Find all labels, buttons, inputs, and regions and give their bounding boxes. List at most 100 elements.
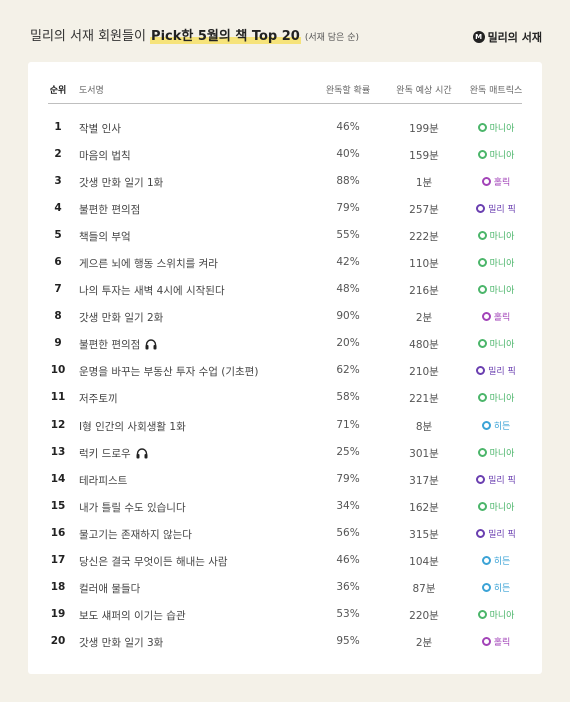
rank-cell: 6 (54, 256, 62, 269)
headline-subtitle: (서재 담은 순) (304, 33, 359, 43)
title-cell: 물고기는 존재하지 않는다 (79, 527, 192, 542)
matrix-badge: 홀릭 (481, 310, 510, 323)
matrix-label: 홀릭 (493, 178, 511, 189)
probability-cell: 53% (336, 607, 360, 620)
table-row: 3 갓생 만화 일기 1화 88% 1분 홀릭 (48, 169, 522, 196)
time-cell: 2분 (415, 312, 433, 325)
title-cell: 갓생 만화 일기 3화 (79, 635, 163, 650)
matrix-label: 마니아 (489, 502, 515, 513)
matrix-badge: 마니아 (477, 500, 515, 513)
probability-cell: 79% (336, 202, 360, 215)
time-cell: 104분 (409, 555, 439, 568)
matrix-cell: 마니아 (456, 391, 536, 405)
book-title: 책들의 부엌 (79, 231, 131, 244)
title-cell: 운명을 바꾸는 부동산 투자 수업 (기초편) (79, 364, 258, 379)
matrix-label: 홀릭 (493, 637, 511, 648)
probability-cell: 95% (336, 634, 360, 647)
rank-cell: 1 (54, 121, 62, 133)
matrix-label: 마니아 (489, 259, 515, 270)
time-cell: 159분 (409, 150, 439, 163)
title-cell: 마음의 법칙 (79, 148, 131, 163)
matrix-cell: 히든 (456, 419, 536, 433)
table-row: 10 운명을 바꾸는 부동산 투자 수업 (기초편) 62% 210분 밀리 픽 (48, 358, 522, 385)
matrix-badge: 마니아 (477, 229, 514, 242)
matrix-badge: 홀릭 (481, 635, 511, 648)
rank-cell: 20 (50, 634, 66, 647)
title-cell: 테라피스트 (79, 473, 127, 488)
matrix-cell: 마니아 (456, 608, 536, 622)
headline: 밀리의 서재 회원들이 Pick한 5월의 책 Top 20 (서재 담은 순) (30, 28, 359, 47)
table-row: 11 저주토끼 58% 221분 마니아 (48, 385, 522, 412)
time-cell: 221분 (409, 393, 439, 406)
book-title: 저주토끼 (79, 393, 118, 406)
table-row: 14 테라피스트 79% 317분 밀리 픽 (48, 467, 522, 494)
book-title: 테라피스트 (79, 474, 128, 487)
title-cell: 책들의 부엌 (79, 229, 131, 244)
rank-cell: 13 (50, 445, 66, 458)
probability-cell: 25% (336, 445, 360, 458)
time-cell: 210분 (409, 366, 439, 379)
matrix-label: 밀리 픽 (488, 529, 516, 540)
title-cell: 갓생 만화 일기 1화 (79, 175, 163, 190)
headphones-icon (136, 447, 148, 459)
book-title: 운명을 바꾸는 부동산 투자 수업 (기초편) (79, 366, 259, 379)
matrix-dot-icon (476, 366, 486, 376)
title-cell: 내가 틀릴 수도 있습니다 (79, 500, 186, 515)
matrix-label: 밀리 픽 (488, 475, 516, 486)
brand-name: 밀리의 서재 (487, 31, 542, 44)
matrix-badge: 밀리 픽 (476, 527, 516, 540)
time-cell: 257분 (409, 204, 439, 217)
ranking-card: 순위 도서명 완독할 확률 완독 예상 시간 완독 매트릭스 1 작별 인사 4… (28, 62, 542, 674)
matrix-cell: 마니아 (456, 446, 536, 460)
matrix-dot-icon (481, 555, 491, 565)
table-row: 9 불편한 편의점 20% 480분 마니아 (48, 331, 522, 358)
title-cell: 럭키 드로우 (79, 446, 148, 461)
table-header: 순위 도서명 완독할 확률 완독 예상 시간 완독 매트릭스 (48, 75, 522, 104)
book-title: 갓생 만화 일기 1화 (79, 177, 164, 190)
probability-cell: 56% (336, 526, 360, 539)
book-title: 물고기는 존재하지 않는다 (79, 528, 192, 541)
matrix-cell: 마니아 (456, 121, 536, 135)
rank-cell: 10 (50, 364, 66, 377)
matrix-dot-icon (476, 474, 486, 484)
matrix-dot-icon (477, 258, 487, 268)
table-row: 4 불편한 편의점 79% 257분 밀리 픽 (48, 196, 522, 223)
headphones-icon (145, 339, 157, 350)
matrix-cell: 마니아 (456, 337, 536, 351)
matrix-badge: 마니아 (477, 256, 515, 270)
rank-cell: 7 (54, 283, 62, 296)
matrix-dot-icon (481, 177, 491, 187)
column-header-title: 도서명 (79, 86, 104, 96)
matrix-dot-icon (476, 204, 486, 214)
table-row: 8 갓생 만화 일기 2화 90% 2분 홀릭 (48, 304, 522, 331)
matrix-cell: 밀리 픽 (456, 527, 536, 541)
rank-cell: 9 (54, 337, 62, 350)
matrix-label: 마니아 (489, 151, 515, 162)
time-cell: 1분 (415, 177, 433, 190)
table-row: 15 내가 틀릴 수도 있습니다 34% 162분 마니아 (48, 494, 522, 521)
matrix-cell: 홀릭 (456, 310, 536, 324)
book-title: 보도 섀퍼의 이기는 습관 (79, 609, 186, 622)
table-row: 5 책들의 부엌 55% 222분 마니아 (48, 223, 522, 250)
matrix-badge: 마니아 (477, 608, 515, 621)
book-title: 마음의 법칙 (79, 150, 131, 163)
matrix-cell: 마니아 (456, 256, 536, 270)
matrix-label: 마니아 (489, 610, 515, 621)
title-cell: 컬러애 물들다 (79, 581, 140, 596)
rank-cell: 19 (50, 607, 66, 620)
book-title: 작별 인사 (79, 123, 121, 135)
table-row: 18 컬러애 물들다 36% 87분 히든 (48, 575, 522, 602)
table-row: 16 물고기는 존재하지 않는다 56% 315분 밀리 픽 (48, 521, 522, 548)
book-title: I형 인간의 사회생활 1화 (79, 420, 186, 433)
title-cell: 나의 투자는 새벽 4시에 시작된다 (79, 283, 225, 298)
matrix-label: 마니아 (489, 340, 515, 351)
rank-cell: 18 (50, 580, 66, 593)
book-title: 불편한 편의점 (79, 204, 141, 217)
matrix-label: 마니아 (489, 124, 515, 134)
book-title: 당신은 결국 무엇이든 해내는 사람 (79, 555, 228, 568)
column-header-time: 완독 예상 시간 (396, 86, 452, 96)
rank-cell: 5 (54, 229, 62, 242)
matrix-dot-icon (477, 339, 487, 349)
matrix-badge: 마니아 (477, 391, 514, 404)
matrix-dot-icon (477, 231, 487, 241)
